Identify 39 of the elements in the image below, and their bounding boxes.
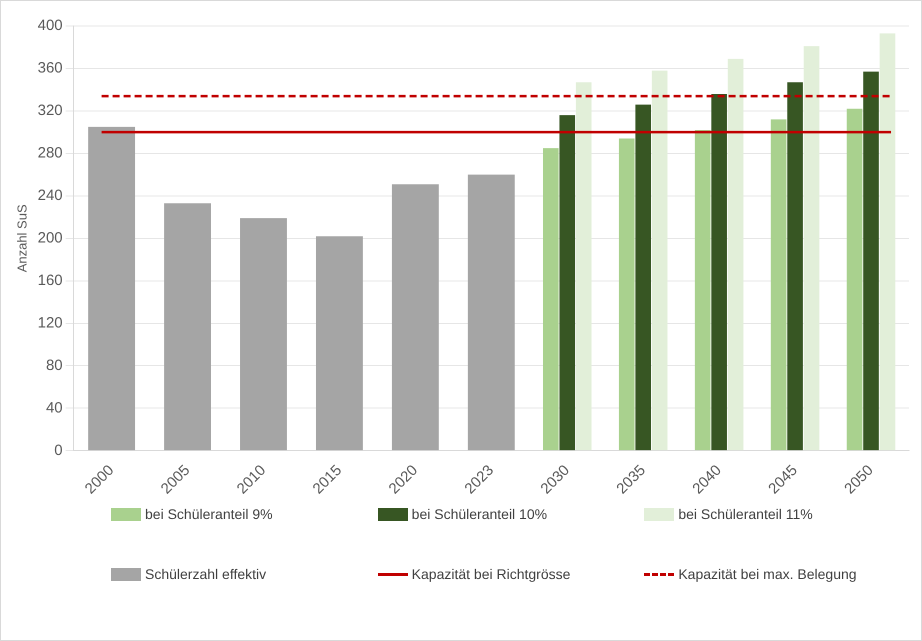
bar [804,46,820,450]
y-tick-label: 320 [38,102,63,120]
y-tick-label: 360 [38,60,63,77]
legend-label: Schülerzahl effektiv [145,566,266,582]
bar [559,115,576,450]
bar [863,72,879,450]
bar [770,119,786,450]
bar [618,138,635,450]
bar [164,203,211,450]
y-tick-label: 280 [38,144,63,162]
y-tick-label: 160 [38,272,63,289]
y-tick-label: 0 [54,442,63,459]
bar [88,126,136,450]
bar [728,58,744,450]
bar [542,148,559,450]
legend-label: Kapazität bei Richtgrösse [412,566,570,582]
bar [846,108,862,450]
bar [392,184,439,450]
bar [576,82,592,450]
bar [880,33,896,450]
bar [316,236,363,450]
bar [240,218,287,450]
y-axis-title: Anzahl SuS [14,204,30,272]
bar [652,70,668,450]
y-tick-label: 80 [46,356,63,374]
bar [711,94,727,450]
legend-label: Kapazität bei max. Belegung [678,566,857,582]
legend-label: bei Schüleranteil 9% [145,506,273,522]
bar [635,104,652,450]
y-tick-label: 120 [38,314,63,332]
legend-label: bei Schüleranteil 11% [678,506,813,522]
bar [468,174,515,450]
bar [694,130,711,450]
y-tick-label: 40 [46,399,63,416]
bar [787,82,803,450]
legend-label: bei Schüleranteil 10% [412,506,548,522]
y-tick-label: 400 [38,17,63,34]
y-tick-label: 240 [38,187,63,204]
y-tick-label: 200 [38,229,63,246]
